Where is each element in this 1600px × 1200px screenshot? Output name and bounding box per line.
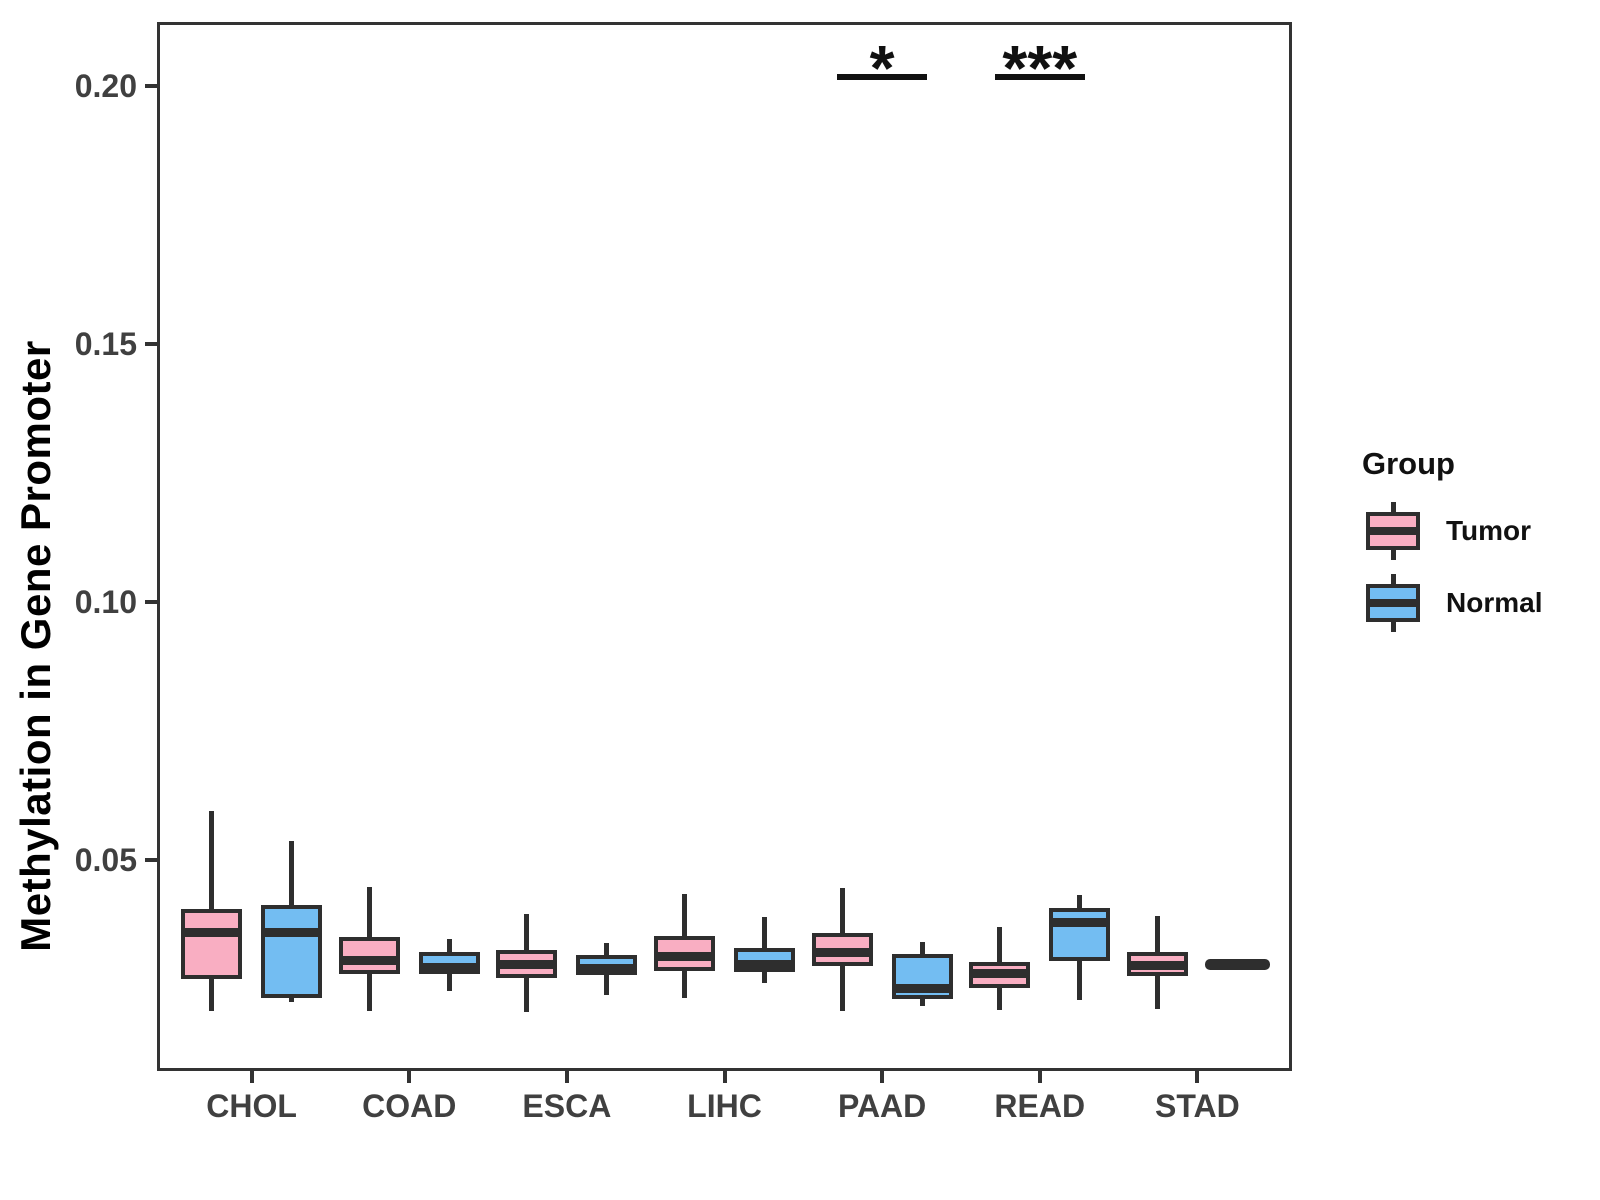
boxplot-ESCA-Tumor-lower-whisker — [524, 978, 530, 1012]
boxplot-COAD-Normal-upper-whisker — [446, 939, 452, 952]
boxplot-LIHC-Tumor-upper-whisker — [682, 894, 687, 937]
boxplot-ESCA-Normal-upper-whisker — [604, 943, 610, 956]
boxplot-LIHC-Tumor-lower-whisker — [682, 970, 687, 999]
boxplot-COAD-Tumor-lower-whisker — [366, 973, 372, 1011]
y-tick-label: 0.15 — [74, 326, 137, 363]
x-tick-mark — [564, 1071, 569, 1083]
legend-key-median — [1366, 599, 1420, 607]
boxplot-PAAD-Normal-median — [891, 983, 953, 993]
x-tick-label: READ — [994, 1088, 1086, 1124]
y-tick-mark — [145, 342, 157, 347]
legend-entry-tumor: Tumor — [1362, 502, 1592, 560]
boxplot-READ-Tumor-lower-whisker — [997, 988, 1003, 1010]
boxplot-CHOL-Tumor-box — [181, 909, 243, 980]
boxplot-ESCA-Normal-lower-whisker — [604, 975, 610, 996]
x-tick-label: ESCA — [522, 1088, 612, 1124]
plot-panel — [157, 22, 1292, 1071]
boxplot-CHOL-Normal-median — [261, 928, 323, 938]
boxplot-CHOL-Tumor-lower-whisker — [209, 979, 215, 1011]
significance-bar-PAAD — [837, 74, 928, 81]
y-tick-mark — [145, 600, 157, 605]
x-tick-mark — [249, 1071, 254, 1083]
boxplot-PAAD-Tumor-upper-whisker — [839, 887, 845, 933]
boxplot-CHOL-Tumor-median — [181, 928, 243, 938]
x-tick-label: COAD — [362, 1088, 457, 1124]
legend: Group Tumor Normal — [1362, 446, 1592, 646]
boxplot-STAD-Tumor-upper-whisker — [1154, 916, 1160, 952]
y-tick-label: 0.05 — [74, 842, 137, 879]
legend-title: Group — [1362, 446, 1455, 481]
y-tick-label: 0.20 — [74, 68, 137, 104]
legend-label-tumor: Tumor — [1446, 515, 1532, 546]
x-tick-mark — [407, 1071, 412, 1083]
boxplot-ESCA-Tumor-upper-whisker — [524, 914, 530, 951]
legend-key-median — [1366, 527, 1420, 535]
boxplot-LIHC-Tumor-median — [654, 951, 715, 961]
boxplot-STAD-Normal-flatline — [1204, 958, 1270, 970]
boxplot-PAAD-Tumor-median — [811, 948, 873, 958]
boxplot-COAD-Normal-lower-whisker — [446, 974, 452, 991]
boxplot-READ-Tumor-upper-whisker — [997, 927, 1003, 962]
x-tick-label: CHOL — [206, 1088, 297, 1124]
boxplot-PAAD-Normal-lower-whisker — [919, 999, 925, 1007]
boxplot-COAD-Tumor-median — [338, 955, 400, 965]
x-tick-mark — [880, 1071, 885, 1083]
y-tick-label: 0.10 — [74, 584, 137, 621]
significance-stars-READ: *** — [1002, 32, 1078, 105]
boxplot-CHOL-Normal-upper-whisker — [289, 841, 295, 906]
boxplot-ESCA-Tumor-median — [496, 959, 558, 969]
x-tick-mark — [1195, 1071, 1200, 1083]
boxplot-ESCA-Normal-median — [576, 964, 638, 974]
boxplot-READ-Normal-median — [1049, 918, 1111, 928]
x-tick-mark — [722, 1071, 727, 1083]
boxplot-CHOL-Tumor-upper-whisker — [209, 811, 215, 910]
boxplot-READ-Tumor-median — [969, 969, 1031, 979]
boxplot-COAD-Normal-median — [418, 963, 480, 973]
x-tick-label: LIHC — [687, 1088, 762, 1124]
boxplot-LIHC-Normal-lower-whisker — [762, 972, 767, 983]
boxplot-LIHC-Normal-median — [734, 960, 795, 970]
boxplot-READ-Normal-box — [1049, 908, 1111, 961]
significance-bar-READ — [994, 74, 1085, 81]
significance-stars-PAAD: * — [869, 32, 895, 105]
boxplot-PAAD-Tumor-lower-whisker — [839, 966, 845, 1011]
boxplot-STAD-Tumor-lower-whisker — [1154, 976, 1160, 1009]
y-tick-mark — [145, 858, 157, 863]
boxplot-LIHC-Normal-upper-whisker — [762, 917, 767, 949]
boxplot-STAD-Tumor-median — [1126, 961, 1188, 971]
boxplot-READ-Normal-upper-whisker — [1077, 895, 1083, 909]
boxplot-CHOL-Normal-lower-whisker — [289, 998, 295, 1002]
x-tick-mark — [1037, 1071, 1042, 1083]
boxplot-READ-Normal-lower-whisker — [1077, 960, 1083, 1000]
legend-entries: Tumor Normal — [1362, 502, 1592, 632]
legend-key-tumor-boxplot-icon — [1366, 502, 1420, 560]
x-tick-label: STAD — [1155, 1088, 1240, 1124]
legend-label-normal: Normal — [1446, 587, 1543, 618]
boxplot-PAAD-Normal-upper-whisker — [919, 941, 925, 954]
legend-key-normal-boxplot-icon — [1366, 574, 1420, 632]
boxplot-COAD-Tumor-upper-whisker — [366, 887, 372, 938]
y-tick-mark — [145, 84, 157, 88]
legend-entry-normal: Normal — [1362, 574, 1592, 632]
x-tick-label: PAAD — [837, 1088, 927, 1124]
boxplot-CHOL-Normal-box — [261, 905, 323, 999]
